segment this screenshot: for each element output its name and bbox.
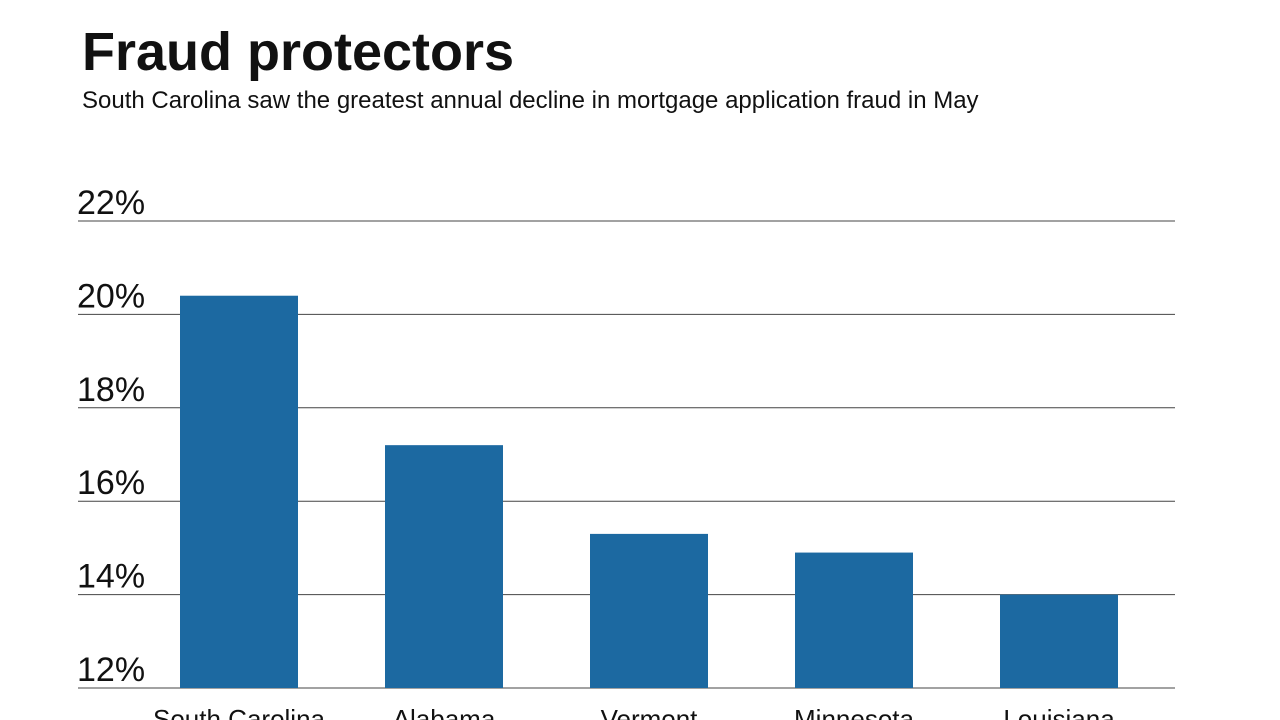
bar (1000, 594, 1118, 688)
x-tick-label: Alabama (393, 704, 496, 720)
chart-subtitle: South Carolina saw the greatest annual d… (82, 87, 979, 114)
x-tick-label: Vermont (601, 704, 699, 720)
bar (590, 533, 708, 688)
bar (795, 552, 913, 688)
x-tick-label: Louisiana (1003, 704, 1115, 720)
y-tick-label: 14% (77, 558, 145, 596)
chart-title: Fraud protectors (82, 22, 514, 82)
y-tick-label: 18% (77, 371, 145, 409)
x-tick-label: South Carolina (153, 704, 326, 720)
y-tick-label: 12% (77, 651, 145, 689)
y-tick-label: 16% (77, 464, 145, 502)
x-tick-label: Minnesota (794, 704, 914, 720)
bar (385, 445, 503, 688)
bar (180, 295, 298, 688)
y-tick-label: 22% (77, 184, 145, 222)
y-tick-label: 20% (77, 277, 145, 315)
